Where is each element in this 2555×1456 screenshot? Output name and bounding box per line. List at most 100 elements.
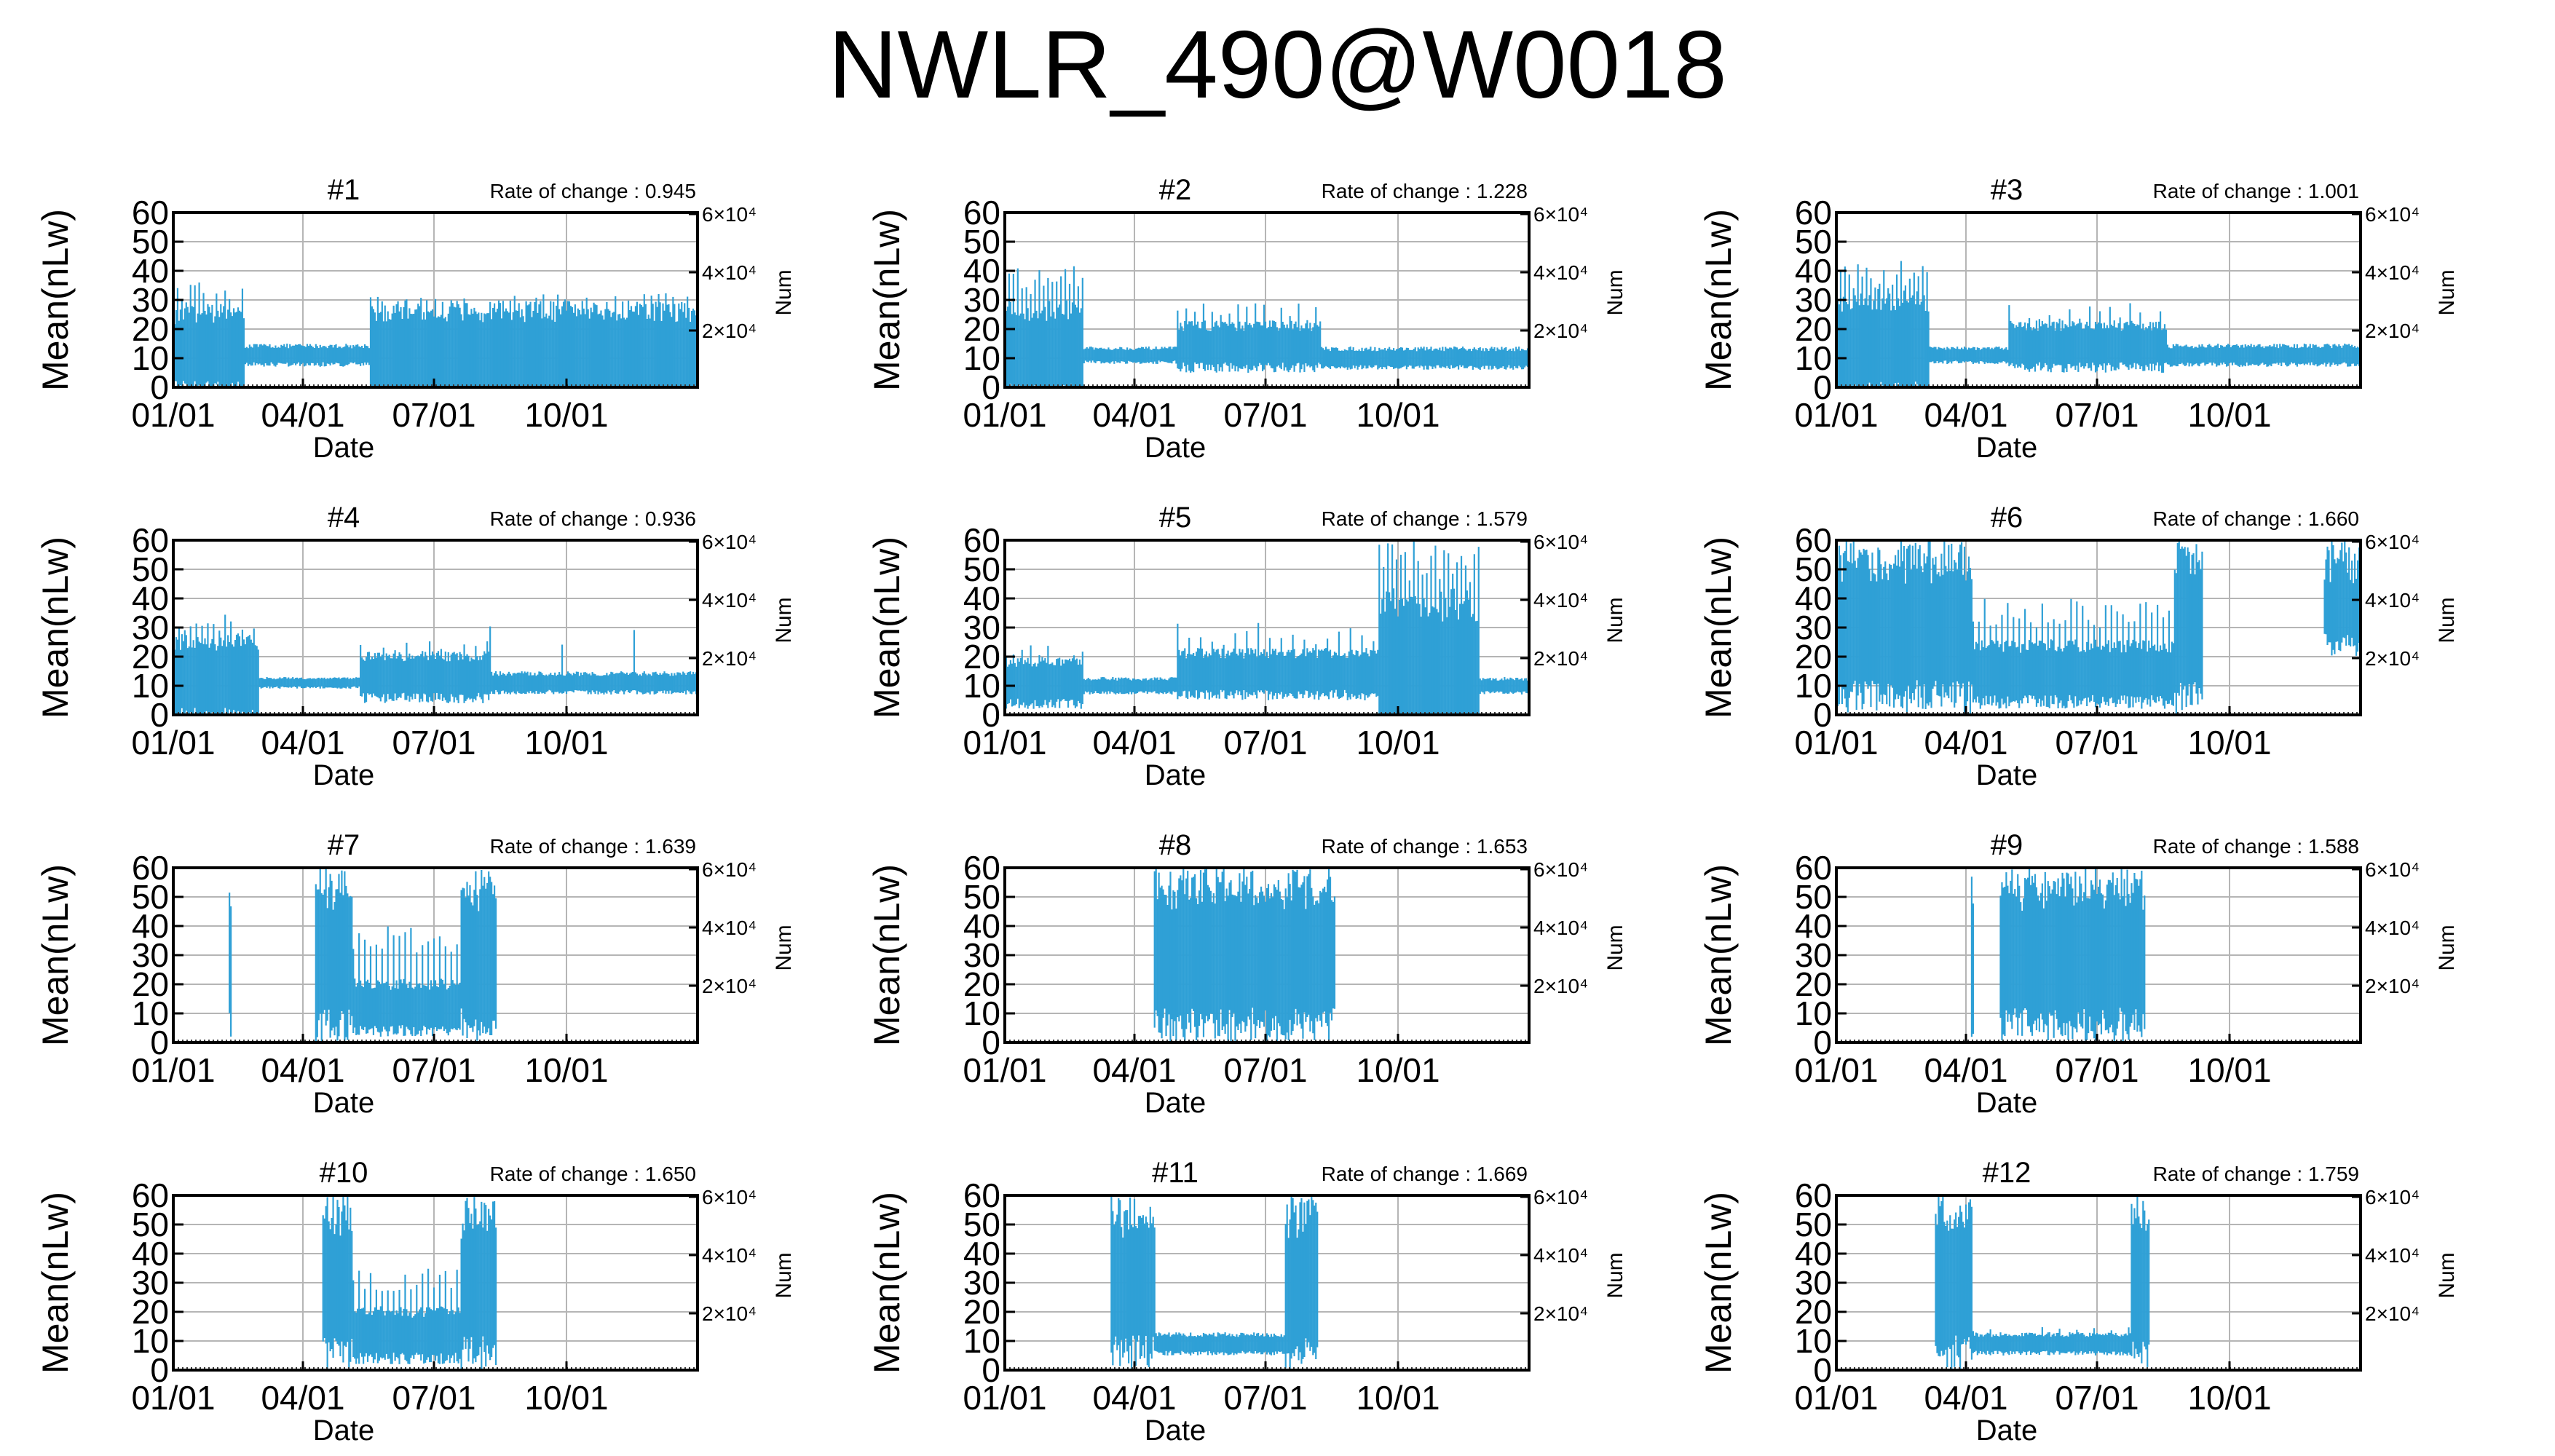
- subplot-title: #10: [320, 1157, 368, 1189]
- y2-axis-label: Num: [2435, 269, 2459, 315]
- x-tick-label: 10/01: [2187, 1379, 2271, 1417]
- y-tick-label: 30: [132, 936, 169, 974]
- y-tick-label: 10: [1795, 667, 1832, 705]
- y2-tick-label: 6×10⁴: [702, 531, 757, 553]
- y2-tick-label: 6×10⁴: [1533, 858, 1588, 881]
- y-axis-label: Mean(nLw): [1698, 209, 1739, 391]
- y2-tick-label: 2×10⁴: [702, 975, 757, 997]
- x-tick-label: 10/01: [1356, 724, 1440, 761]
- y-tick-label: 30: [963, 1264, 1000, 1302]
- y-tick-label: 0: [150, 696, 169, 734]
- y-tick-label: 60: [963, 521, 1000, 559]
- y2-tick-label: 6×10⁴: [2365, 203, 2420, 226]
- y-axis-label: Mean(nLw): [1698, 864, 1739, 1046]
- y-tick-label: 0: [150, 1351, 169, 1389]
- x-tick-label: 07/01: [1223, 396, 1307, 434]
- y-axis-label: Mean(nLw): [1698, 1192, 1739, 1374]
- y-tick-label: 0: [982, 368, 1000, 406]
- x-tick-label: 04/01: [261, 1379, 344, 1417]
- x-tick-label: 04/01: [1092, 396, 1176, 434]
- y-tick-label: 40: [963, 579, 1000, 617]
- y-tick-label: 0: [150, 368, 169, 406]
- x-axis-label: Date: [313, 432, 375, 464]
- x-axis-label: Date: [1976, 432, 2038, 464]
- y-tick-label: 0: [1813, 1351, 1832, 1389]
- rate-of-change-label: Rate of change : 1.588: [2153, 835, 2359, 858]
- y-axis-label: Mean(nLw): [866, 864, 907, 1046]
- x-tick-label: 10/01: [2187, 396, 2271, 434]
- y-tick-label: 30: [132, 609, 169, 646]
- y2-tick-label: 6×10⁴: [1533, 1186, 1588, 1208]
- y-tick-label: 10: [963, 994, 1000, 1032]
- y-tick-label: 50: [132, 878, 169, 916]
- y-tick-label: 0: [982, 1351, 1000, 1389]
- y2-axis-label: Num: [772, 925, 796, 970]
- y2-axis-label: Num: [1603, 925, 1627, 970]
- y-tick-label: 50: [963, 878, 1000, 916]
- x-tick-label: 07/01: [2055, 1379, 2139, 1417]
- y-tick-label: 60: [1795, 194, 1832, 232]
- rate-of-change-label: Rate of change : 1.653: [1322, 835, 1528, 858]
- y-tick-label: 60: [963, 1176, 1000, 1214]
- y2-axis-label: Num: [2435, 1252, 2459, 1298]
- y-tick-label: 60: [1795, 521, 1832, 559]
- x-tick-label: 01/01: [1794, 1379, 1878, 1417]
- x-tick-label: 07/01: [1223, 1379, 1307, 1417]
- x-tick-label: 04/01: [1924, 724, 2007, 761]
- y-tick-label: 10: [1795, 1322, 1832, 1360]
- y-tick-label: 0: [982, 1024, 1000, 1061]
- y-tick-label: 10: [963, 1322, 1000, 1360]
- y2-tick-label: 2×10⁴: [1533, 975, 1588, 997]
- x-tick-label: 04/01: [1092, 1379, 1176, 1417]
- y2-tick-label: 6×10⁴: [702, 858, 757, 881]
- y2-axis-label: Num: [1603, 1252, 1627, 1298]
- x-tick-label: 10/01: [524, 1051, 608, 1089]
- y2-tick-label: 6×10⁴: [2365, 531, 2420, 553]
- y2-tick-label: 6×10⁴: [702, 1186, 757, 1208]
- subplot-title: #9: [1991, 829, 2023, 861]
- x-tick-label: 04/01: [1924, 396, 2007, 434]
- x-tick-label: 07/01: [392, 1051, 475, 1089]
- y-tick-label: 30: [132, 1264, 169, 1302]
- y-tick-label: 40: [132, 252, 169, 290]
- y2-axis-label: Num: [772, 597, 796, 643]
- y-axis-label: Mean(nLw): [35, 209, 76, 391]
- y-tick-label: 40: [963, 252, 1000, 290]
- x-tick-label: 07/01: [1223, 724, 1307, 761]
- y-tick-label: 20: [132, 638, 169, 676]
- rate-of-change-label: Rate of change : 1.001: [2153, 180, 2359, 202]
- y-tick-label: 20: [963, 1293, 1000, 1331]
- y2-tick-label: 4×10⁴: [2365, 917, 2420, 939]
- y2-tick-label: 2×10⁴: [2365, 975, 2420, 997]
- x-tick-label: 01/01: [131, 724, 215, 761]
- y-tick-label: 40: [1795, 579, 1832, 617]
- x-tick-label: 10/01: [524, 1379, 608, 1417]
- rate-of-change-label: Rate of change : 0.936: [490, 507, 696, 530]
- y-tick-label: 10: [132, 994, 169, 1032]
- subplot-title: #6: [1991, 502, 2023, 534]
- y-tick-label: 50: [963, 550, 1000, 588]
- y-tick-label: 60: [963, 849, 1000, 887]
- y2-axis-label: Num: [2435, 925, 2459, 970]
- y2-tick-label: 2×10⁴: [702, 647, 757, 670]
- x-tick-label: 04/01: [261, 724, 344, 761]
- subplot-title: #4: [328, 502, 360, 534]
- y-tick-label: 10: [963, 667, 1000, 705]
- x-tick-label: 10/01: [524, 396, 608, 434]
- y-axis-label: Mean(nLw): [866, 1192, 907, 1374]
- y-tick-label: 30: [132, 281, 169, 319]
- y2-tick-label: 4×10⁴: [702, 917, 757, 939]
- x-tick-label: 07/01: [392, 1379, 475, 1417]
- y-tick-label: 60: [132, 849, 169, 887]
- x-tick-label: 04/01: [1924, 1379, 2007, 1417]
- x-tick-label: 07/01: [2055, 1051, 2139, 1089]
- x-tick-label: 01/01: [1794, 396, 1878, 434]
- x-tick-label: 04/01: [1092, 724, 1176, 761]
- y2-tick-label: 2×10⁴: [702, 320, 757, 342]
- x-axis-label: Date: [1976, 1415, 2038, 1447]
- y2-tick-label: 4×10⁴: [2365, 1244, 2420, 1267]
